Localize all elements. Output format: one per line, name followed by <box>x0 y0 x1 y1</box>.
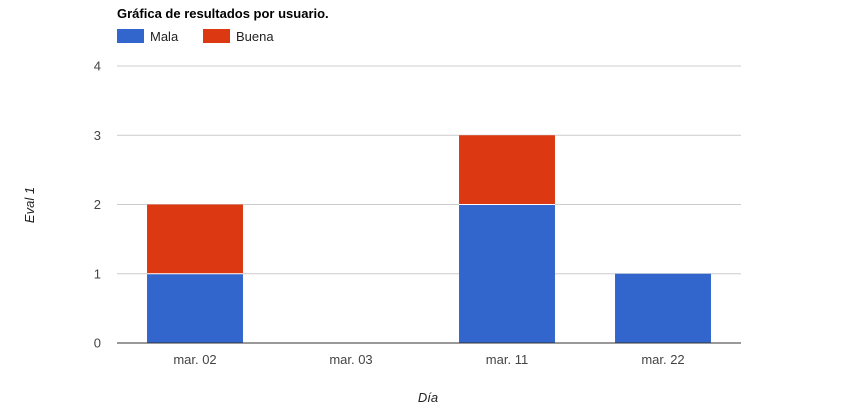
legend-label-mala: Mala <box>150 29 179 44</box>
x-axis-title: Día <box>418 390 438 405</box>
bar-buena-mar-11[interactable] <box>459 135 555 205</box>
x-axis-ticks: mar. 02 mar. 03 mar. 11 mar. 22 <box>173 352 684 367</box>
y-tick-label: 4 <box>94 59 101 74</box>
bar-mala-mar-02[interactable] <box>147 273 243 343</box>
legend-label-buena: Buena <box>236 29 274 44</box>
y-tick-label: 3 <box>94 128 101 143</box>
x-tick-label: mar. 03 <box>329 352 372 367</box>
y-tick-label: 0 <box>94 336 101 351</box>
y-axis-ticks: 0 1 2 3 4 <box>94 59 101 351</box>
bar-buena-mar-02[interactable] <box>147 204 243 274</box>
legend-item-mala[interactable]: Mala <box>117 29 179 44</box>
x-tick-label: mar. 02 <box>173 352 216 367</box>
bar-mala-mar-11[interactable] <box>459 204 555 344</box>
legend-item-buena[interactable]: Buena <box>203 29 274 44</box>
y-tick-label: 1 <box>94 266 101 281</box>
chart-title: Gráfica de resultados por usuario. <box>117 6 329 21</box>
legend-swatch-buena <box>203 29 230 43</box>
x-tick-label: mar. 11 <box>486 352 528 367</box>
bar-mala-mar-22[interactable] <box>615 273 711 343</box>
bars <box>147 135 711 343</box>
legend-swatch-mala <box>117 29 144 43</box>
x-tick-label: mar. 22 <box>641 352 684 367</box>
y-tick-label: 2 <box>94 197 101 212</box>
legend: Mala Buena <box>117 29 274 44</box>
y-axis-title: Eval 1 <box>22 187 37 223</box>
